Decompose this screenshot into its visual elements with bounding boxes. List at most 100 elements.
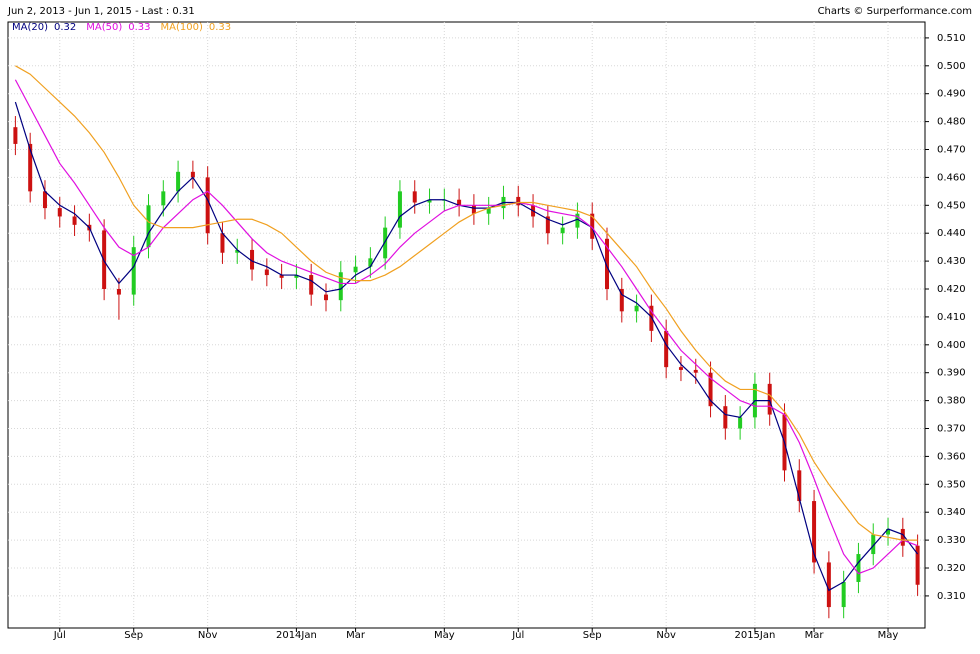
candle-body <box>146 205 151 248</box>
y-tick-label: 0.310 <box>937 591 966 602</box>
candle-body <box>545 216 550 234</box>
y-tick-label: 0.410 <box>937 312 966 323</box>
candle-body <box>190 171 195 178</box>
x-tick-label: Nov <box>656 630 676 641</box>
plot-frame <box>7 21 926 629</box>
y-tick-label: 0.350 <box>937 479 966 490</box>
candle-body <box>678 367 683 370</box>
x-tick-label: Sep <box>583 630 602 641</box>
candle-body <box>486 208 491 214</box>
candle-body <box>560 227 565 234</box>
candle-body <box>235 249 240 253</box>
ma-line <box>15 65 918 541</box>
x-tick-label: 2015Jan <box>734 630 775 641</box>
legend-name: MA(50) <box>86 22 122 33</box>
candle-body <box>797 470 802 502</box>
candle-body <box>708 372 713 407</box>
candle-body <box>116 289 121 295</box>
candle-body <box>397 191 402 228</box>
candle-body <box>13 127 18 144</box>
candle-body <box>72 216 77 225</box>
candle-body <box>619 289 624 312</box>
candle-body <box>915 545 920 585</box>
candle-body <box>812 501 817 563</box>
candle-body <box>471 205 476 214</box>
y-tick-label: 0.450 <box>937 200 966 211</box>
candle-body <box>220 233 225 253</box>
candle-body <box>412 191 417 203</box>
x-tick-label: Sep <box>124 630 143 641</box>
candle-body <box>383 227 388 259</box>
y-tick-label: 0.370 <box>937 424 966 435</box>
y-tick-label: 0.390 <box>937 368 966 379</box>
y-tick-label: 0.330 <box>937 535 966 546</box>
x-tick-label: Mar <box>346 630 366 641</box>
candle-body <box>738 417 743 429</box>
candle-body <box>368 258 373 267</box>
legend-name: MA(20) <box>12 22 48 33</box>
candle-body <box>516 196 521 206</box>
candle-body <box>176 171 181 192</box>
y-tick-label: 0.380 <box>937 396 966 407</box>
candle-body <box>871 534 876 555</box>
y-tick-label: 0.420 <box>937 284 966 295</box>
candle-body <box>279 275 284 278</box>
y-tick-label: 0.470 <box>937 145 966 156</box>
x-tick-label: Nov <box>198 630 218 641</box>
x-tick-label: May <box>434 630 455 641</box>
candle-body <box>323 294 328 301</box>
chart-title: Jun 2, 2013 - Jun 1, 2015 - Last : 0.31 <box>7 6 195 17</box>
candle-body <box>264 269 269 276</box>
y-tick-label: 0.460 <box>937 172 966 183</box>
candle-body <box>57 208 62 217</box>
y-tick-label: 0.340 <box>937 507 966 518</box>
y-tick-label: 0.360 <box>937 451 966 462</box>
candle-body <box>131 247 136 295</box>
candle-body <box>900 528 905 546</box>
x-tick-label: Mar <box>805 630 825 641</box>
candle-body <box>42 191 47 209</box>
legend-value: 0.32 <box>54 22 76 33</box>
y-tick-label: 0.430 <box>937 256 966 267</box>
candle-body <box>309 275 314 295</box>
ma-line <box>14 101 919 592</box>
candle-body <box>886 528 891 535</box>
source: Charts © Surperformance.com <box>818 6 972 17</box>
candle-body <box>205 177 210 234</box>
candle-body <box>457 199 462 206</box>
candle-body <box>856 554 861 582</box>
candle-body <box>841 581 846 608</box>
candle-body <box>723 406 728 429</box>
candle-body <box>161 191 166 206</box>
x-tick-label: Jul <box>53 630 66 641</box>
candle-body <box>826 562 831 608</box>
candle-body <box>353 266 358 273</box>
candle-body <box>664 330 669 368</box>
candle-body <box>693 369 698 373</box>
candle-body <box>605 238 610 290</box>
legend-value: 0.33 <box>209 22 231 33</box>
candle-body <box>634 305 639 312</box>
x-tick-label: 2014Jan <box>276 630 317 641</box>
candle-body <box>28 143 33 192</box>
legend-value: 0.33 <box>128 22 150 33</box>
ma-line <box>14 79 918 575</box>
candle-body <box>250 249 255 270</box>
y-tick-label: 0.440 <box>937 228 966 239</box>
candle-body <box>767 383 772 415</box>
x-tick-label: May <box>878 630 899 641</box>
y-tick-label: 0.510 <box>937 33 966 44</box>
y-tick-label: 0.500 <box>937 61 966 72</box>
y-tick-label: 0.490 <box>937 89 966 100</box>
candle-body <box>427 199 432 203</box>
candle-body <box>294 275 299 278</box>
candle-body <box>649 305 654 331</box>
candle-body <box>590 213 595 239</box>
y-tick-label: 0.400 <box>937 340 966 351</box>
x-tick-label: Jul <box>511 630 524 641</box>
candle-body <box>575 213 580 228</box>
legend-name: MA(100) <box>161 22 203 33</box>
y-tick-label: 0.480 <box>937 117 966 128</box>
y-tick-label: 0.320 <box>937 563 966 574</box>
